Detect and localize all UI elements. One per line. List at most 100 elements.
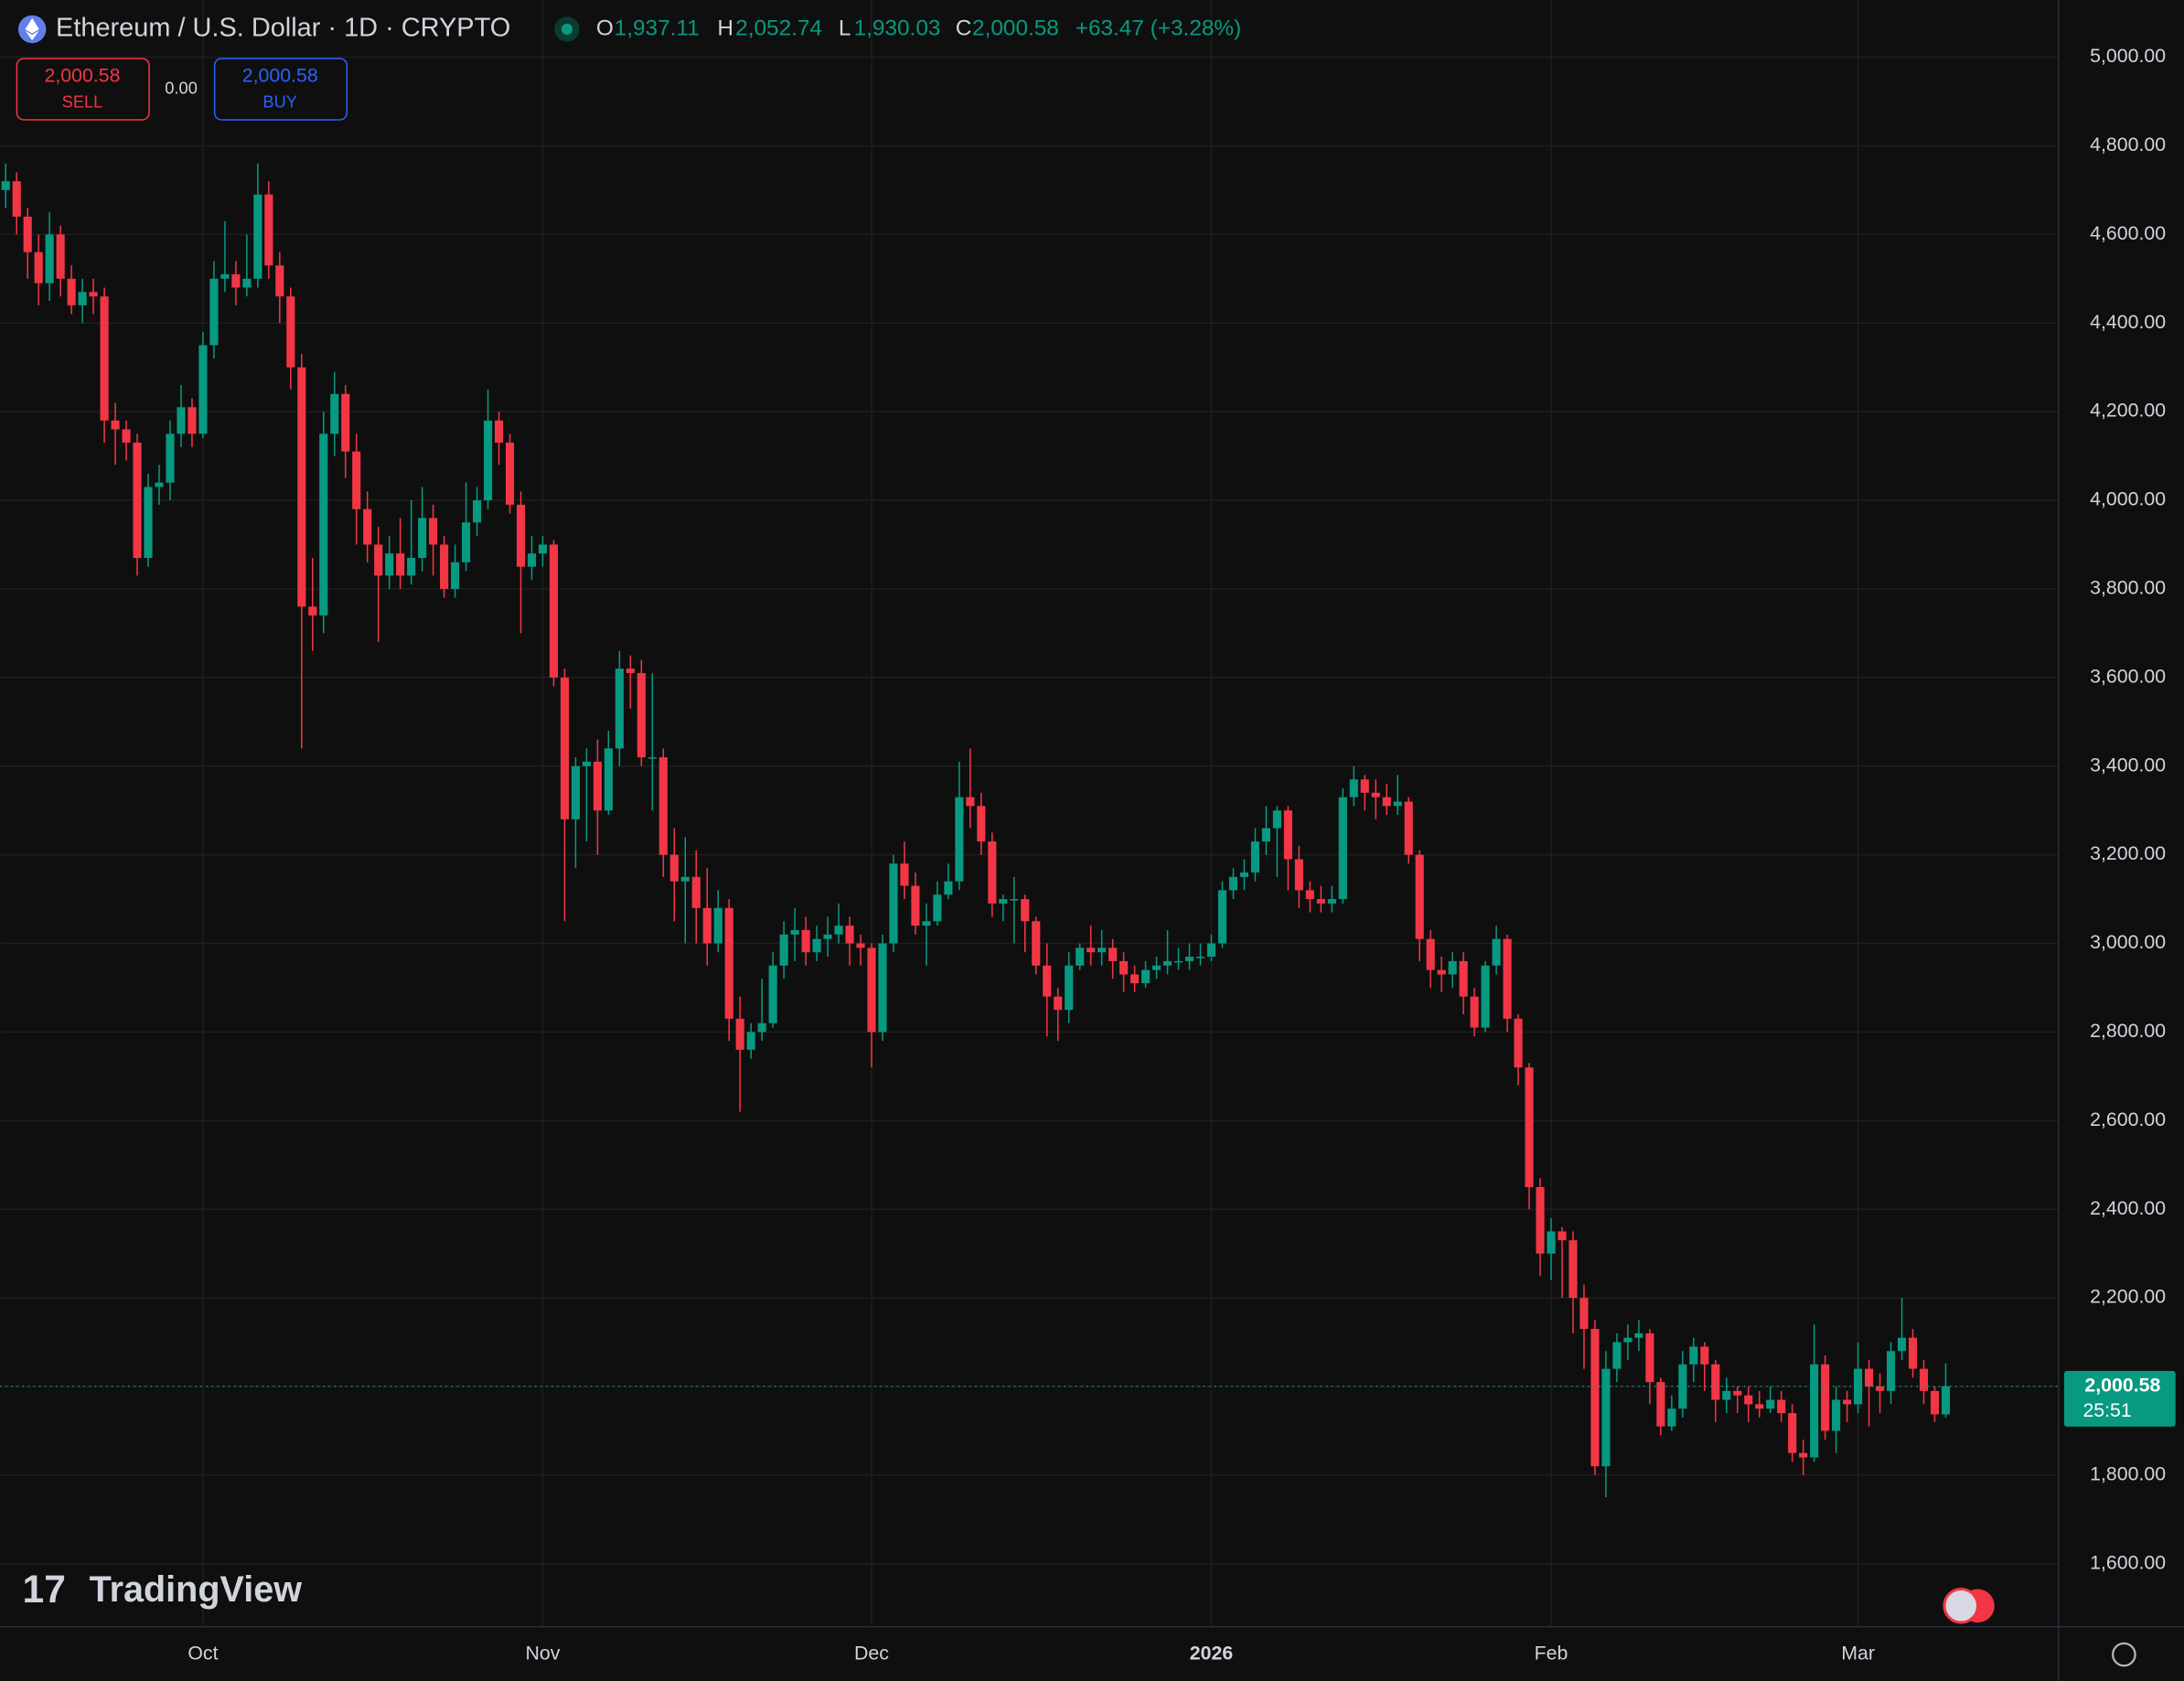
candle-body [582,761,591,766]
candle-body [1623,1337,1633,1343]
spread: 0.00 [165,78,198,97]
candle-body [1360,779,1369,793]
candle-body [144,487,153,558]
candle-body [1558,1231,1567,1241]
candle-body [516,504,526,567]
candle-body [834,926,843,935]
candle-body [1689,1346,1698,1365]
candle-body [1886,1351,1896,1391]
candle-body [505,443,515,505]
x-tick-label: Dec [854,1643,889,1665]
candle-body [198,345,208,434]
buy-label: BUY [262,92,297,112]
y-tick-label: 3,000.00 [2090,931,2166,953]
events-icon[interactable] [1943,1587,1980,1624]
candle-body [1283,810,1292,860]
ohlc-value: 2,000.58 [972,16,1059,40]
buy-price: 2,000.58 [242,64,318,86]
candle-body [1843,1399,1852,1405]
x-tick-label: Nov [526,1643,561,1665]
candle-body [1514,1018,1523,1068]
candle-body [12,181,21,217]
candle-body [155,482,164,487]
candle-body [648,757,657,759]
candle-body [1854,1368,1863,1405]
candle-body [220,273,230,279]
candle-body [1733,1390,1742,1396]
candle-body [560,677,569,819]
axis: 1,600.001,800.002,000.002,200.002,400.00… [187,45,2176,1665]
candle-body [1010,899,1019,901]
candle-body [1601,1368,1611,1467]
candle-body [1470,996,1479,1028]
sell-button[interactable] [16,58,150,121]
candle-body [1941,1386,1951,1415]
y-tick-label: 4,400.00 [2090,311,2166,333]
candle-body [768,965,777,1023]
candle-body [187,407,197,434]
candle-body [1173,960,1183,963]
candle-body [231,273,241,288]
candle-body [944,881,953,895]
candle-body [133,443,142,558]
candle-body [1415,854,1424,939]
candle-body [1755,1404,1764,1409]
candle-body [1832,1399,1841,1431]
grid [0,0,2059,1627]
candle-body [1152,965,1162,970]
candle-body [1492,938,1501,966]
candle-body [1228,876,1238,891]
candle-body [735,1018,744,1050]
candles [0,163,2059,1498]
candle-body [1426,938,1435,970]
candle-body [702,907,712,944]
candle-body [1393,801,1402,807]
candle-body [166,434,175,483]
candle-body [571,766,580,819]
candle-body [1217,890,1227,944]
settings-icon[interactable] [2112,1642,2136,1667]
candle-body [1579,1298,1589,1330]
candle-body [483,420,493,501]
y-tick-label: 4,600.00 [2090,222,2166,244]
candle-body [790,929,799,935]
y-tick-label: 2,400.00 [2090,1197,2166,1219]
candle-body [691,876,701,908]
candle-body [1327,899,1336,904]
candle-body [955,797,964,882]
candle-body [34,252,43,284]
candle-body [111,420,120,430]
candle-body [1119,960,1129,975]
candle-body [308,606,317,616]
candle-body [1536,1186,1545,1254]
candle-body [1744,1395,1753,1405]
candle-body [1130,974,1140,984]
candle-body [1239,872,1249,877]
candle-body [856,943,865,948]
candle-body [1437,969,1446,975]
y-tick-label: 3,800.00 [2090,577,2166,599]
candle-body [462,522,471,562]
candle-body [253,194,262,279]
candle-body [801,929,810,953]
candle-body [1338,797,1347,900]
candle-body [1459,960,1468,997]
price-tag-value: 2,000.58 [2084,1374,2160,1396]
candle-body [1305,890,1314,900]
candle-body [779,934,788,966]
candle-body [1141,969,1151,984]
candle-body [1316,899,1325,904]
candle-body [23,216,32,252]
y-tick-label: 3,600.00 [2090,665,2166,687]
candle-body [1766,1399,1775,1409]
candle-body [889,863,898,944]
candle-body [1667,1408,1676,1427]
candle-body [122,429,131,444]
candle-body [1032,921,1041,966]
candle-body [78,292,87,305]
buy-button[interactable] [213,58,348,121]
price-tag [2063,1370,2176,1427]
logo-mark: 17 [23,1568,66,1611]
candle-body [1525,1067,1534,1187]
